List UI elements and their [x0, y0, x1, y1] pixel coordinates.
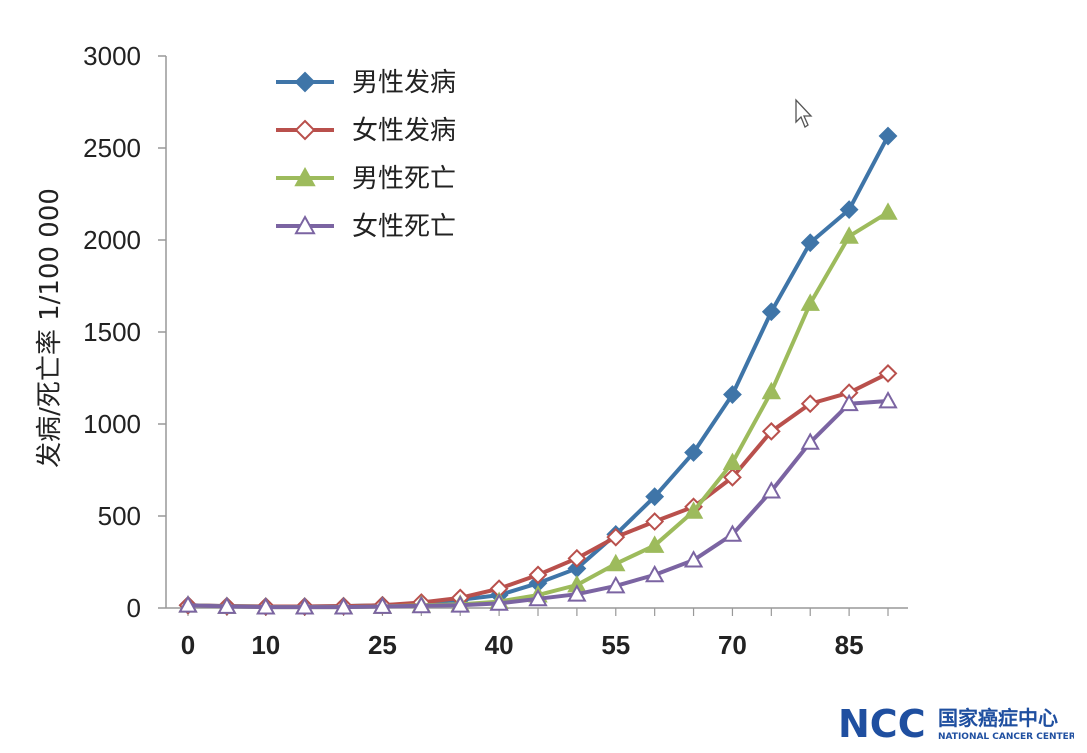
data-point	[294, 119, 316, 141]
y-axis-ticks: 0 500 1000 1500 2000 2500 3000	[83, 41, 166, 623]
legend-item: 女性发病	[276, 116, 456, 146]
y-tick-label: 3000	[83, 41, 141, 71]
x-tick-label: 10	[251, 630, 280, 660]
y-tick-label: 1500	[83, 317, 141, 347]
data-point	[722, 524, 743, 542]
series-line	[178, 202, 898, 615]
series-line	[178, 363, 898, 616]
data-point	[761, 381, 782, 400]
data-point	[567, 548, 587, 568]
data-point	[800, 293, 820, 311]
data-point	[645, 487, 665, 507]
data-point	[489, 593, 509, 611]
series-line	[178, 126, 898, 616]
data-point	[333, 597, 354, 615]
y-tick-label: 2500	[83, 133, 141, 163]
data-point	[878, 126, 898, 146]
data-point	[606, 527, 626, 547]
line-chart: 0 500 1000 1500 2000 2500 3000 0 10 25 40 55 70 85 发…	[35, 41, 908, 660]
legend-item: 女性死亡	[276, 212, 456, 242]
data-point	[878, 390, 898, 409]
legend-item: 男性死亡	[276, 164, 456, 194]
data-point	[528, 588, 548, 607]
logo-name-en: NATIONAL CANCER CENTER	[938, 732, 1074, 742]
data-point	[372, 596, 393, 614]
data-point	[723, 467, 742, 487]
logo-name-cn: 国家癌症中心	[938, 706, 1058, 730]
data-point	[567, 584, 587, 602]
data-point	[645, 512, 665, 531]
data-point	[839, 393, 859, 412]
data-point	[294, 214, 316, 235]
y-axis-label: 发病/死亡率 1/100 000	[35, 188, 65, 468]
data-point	[684, 443, 703, 462]
x-tick-label: 70	[718, 630, 747, 660]
ncc-logo: NCC 国家癌症中心 NATIONAL CANCER CENTER	[838, 703, 1074, 743]
legend-label: 男性死亡	[352, 164, 456, 194]
legend-label: 男性发病	[352, 68, 456, 98]
data-point	[800, 394, 820, 414]
data-point	[839, 226, 859, 244]
x-tick-label: 40	[485, 630, 514, 660]
series-path	[186, 134, 890, 609]
data-point	[450, 595, 470, 613]
series-path	[186, 210, 890, 610]
data-point	[722, 452, 743, 471]
data-point	[644, 564, 665, 583]
x-tick-label: 85	[835, 630, 864, 660]
y-tick-label: 500	[98, 501, 141, 531]
data-point	[644, 535, 665, 553]
data-point	[606, 553, 626, 572]
y-tick-label: 0	[127, 593, 141, 623]
x-tick-label: 55	[601, 630, 630, 660]
data-point	[217, 596, 237, 614]
data-point	[294, 71, 316, 93]
legend-item: 男性发病	[276, 68, 456, 98]
x-tick-label: 0	[181, 630, 195, 660]
x-tick-label: 25	[368, 630, 397, 660]
mouse-cursor-icon	[795, 98, 813, 128]
series-line	[178, 390, 898, 615]
data-point	[800, 432, 820, 450]
data-point	[878, 363, 898, 383]
data-point	[528, 565, 548, 585]
data-point	[761, 481, 782, 499]
data-point	[606, 575, 626, 594]
data-point	[294, 597, 315, 615]
legend-label: 女性发病	[352, 116, 456, 146]
data-point	[800, 233, 820, 253]
data-point	[411, 595, 432, 614]
data-point	[761, 302, 781, 322]
legend-label: 女性死亡	[352, 212, 456, 242]
logo-mark: NCC	[838, 703, 926, 743]
data-point	[761, 421, 781, 441]
data-point	[294, 166, 316, 187]
x-axis-ticks: 0 10 25 40 55 70 85	[181, 608, 889, 660]
data-point	[683, 550, 704, 568]
data-point	[256, 597, 276, 615]
chart-series	[178, 126, 898, 616]
data-point	[683, 501, 704, 519]
data-point	[878, 202, 898, 220]
y-tick-label: 1000	[83, 409, 141, 439]
y-tick-label: 2000	[83, 225, 141, 255]
data-point	[839, 200, 859, 220]
data-point	[723, 385, 742, 404]
data-point	[178, 595, 198, 613]
